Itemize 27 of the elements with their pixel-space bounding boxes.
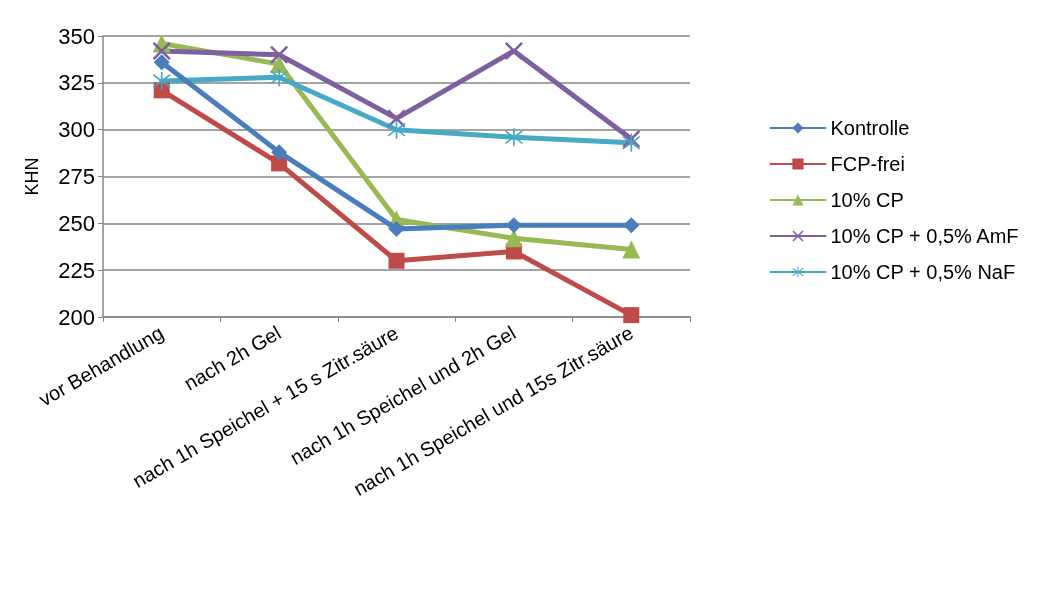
- legend-label: 10% CP + 0,5% AmF: [830, 225, 1019, 247]
- point: [388, 220, 405, 237]
- y-tick-label: 325: [58, 70, 95, 96]
- point: [504, 229, 523, 248]
- y-tick-label: 275: [58, 164, 95, 189]
- point: [622, 240, 641, 259]
- point: [271, 144, 288, 161]
- point: [504, 128, 523, 147]
- point: [388, 252, 405, 269]
- y-tick-label: 300: [58, 117, 95, 143]
- y-tick-label: 350: [58, 23, 95, 49]
- point: [152, 71, 171, 90]
- point: [623, 307, 640, 324]
- y-tick-label: 200: [58, 304, 95, 330]
- legend-label: FCP-frei: [830, 153, 905, 175]
- y-tick-label: 250: [58, 210, 95, 236]
- y-axis-title: KHN: [22, 157, 42, 196]
- point: [152, 41, 171, 60]
- legend-label: Kontrolle: [830, 117, 910, 139]
- y-tick-label: 225: [58, 257, 95, 283]
- point: [270, 45, 289, 64]
- point: [623, 217, 640, 234]
- point: [153, 54, 170, 71]
- legend-label: 10% CP: [830, 189, 904, 211]
- x-tick-label: nach 2h Gel: [180, 321, 285, 395]
- point: [270, 68, 289, 87]
- legend-label: 10% CP + 0,5% NaF: [830, 261, 1016, 283]
